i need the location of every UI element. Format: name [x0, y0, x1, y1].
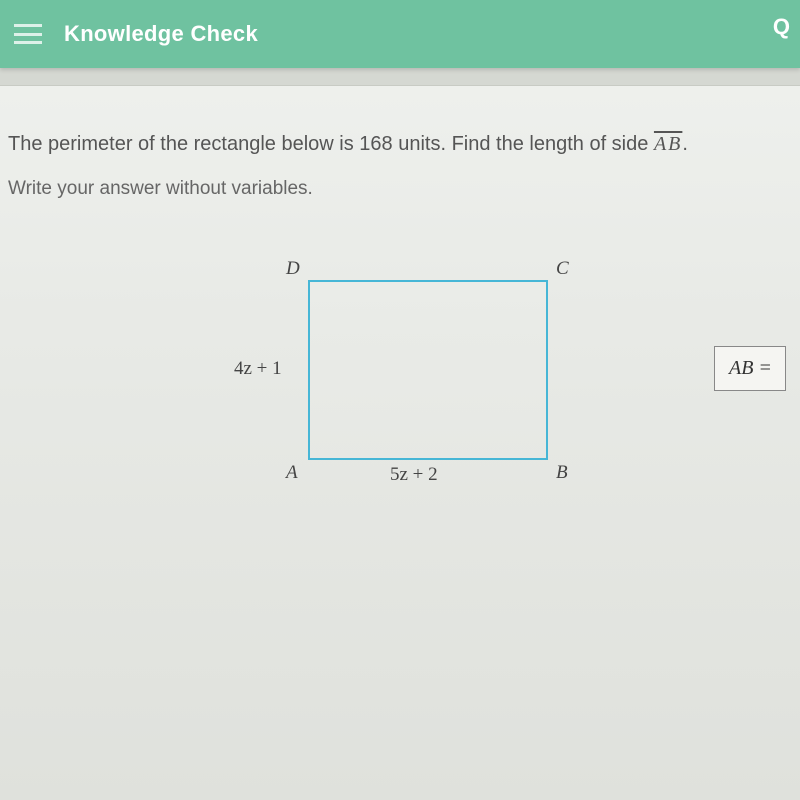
vertex-d-label: D [286, 258, 300, 280]
menu-icon[interactable] [14, 24, 42, 44]
question-line-2: Write your answer without variables. [8, 178, 780, 200]
sub-bar [0, 68, 800, 86]
header-right-fragment: Q [773, 14, 790, 40]
answer-label: AB = [729, 357, 772, 379]
question-line-1: The perimeter of the rectangle below is … [8, 130, 780, 158]
answer-input-box[interactable]: AB = [714, 346, 786, 391]
question-text-prefix: The perimeter of the rectangle below is … [8, 133, 654, 155]
rectangle-shape [308, 280, 548, 460]
question-content: The perimeter of the rectangle below is … [0, 86, 800, 540]
app-header: Knowledge Check Q [0, 0, 800, 68]
side-da-expression: 4z + 1 [234, 358, 282, 380]
vertex-a-label: A [286, 462, 298, 484]
segment-ab-label: AB [654, 133, 682, 155]
side-ab-expression: 5z + 2 [390, 464, 438, 486]
figure-area: D C A B 4z + 1 5z + 2 AB = [8, 260, 780, 520]
vertex-b-label: B [556, 462, 568, 484]
vertex-c-label: C [556, 258, 569, 280]
header-title: Knowledge Check [64, 21, 258, 47]
question-text-suffix: . [682, 133, 688, 155]
